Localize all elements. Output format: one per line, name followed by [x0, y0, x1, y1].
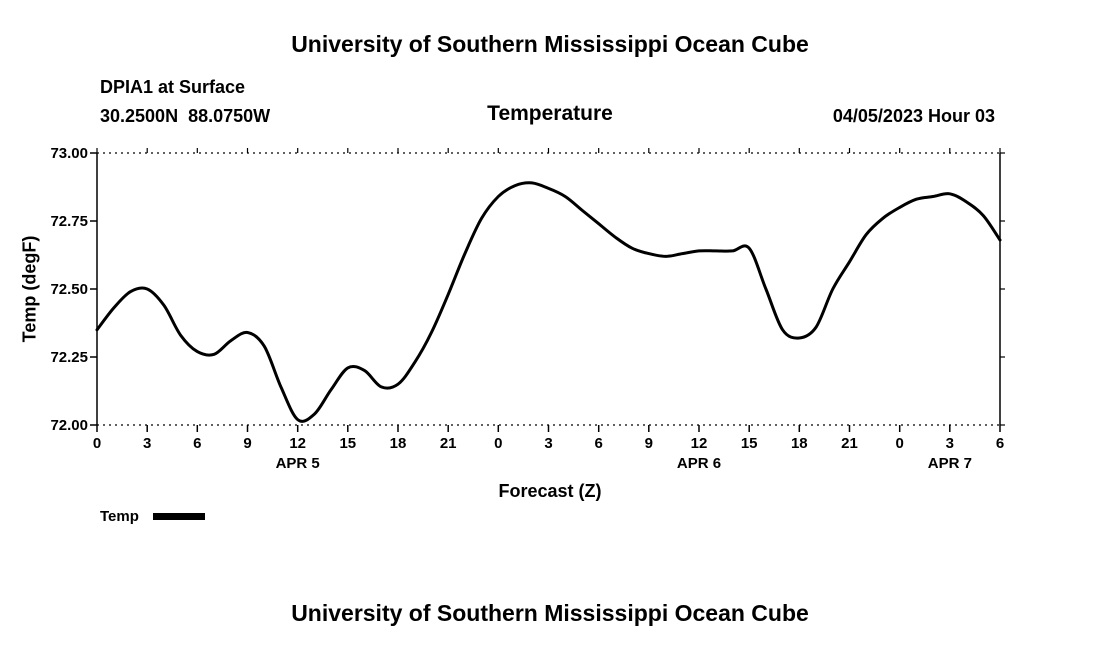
chart-title: Temperature: [487, 102, 613, 125]
x-tick-label: 12: [289, 435, 306, 452]
y-tick-label: 72.75: [50, 213, 88, 230]
x-tick-label: 6: [193, 435, 201, 452]
x-axis-day-label: APR 7: [927, 455, 972, 472]
x-axis-label: Forecast (Z): [498, 481, 602, 501]
legend-label: Temp: [100, 508, 139, 525]
y-tick-label: 72.25: [50, 349, 88, 366]
x-tick-label: 18: [791, 435, 808, 452]
x-tick-label: 18: [390, 435, 407, 452]
x-tick-label: 0: [494, 435, 502, 452]
legend: Temp: [100, 508, 205, 525]
coords-label: 30.2500N 88.0750W: [100, 106, 271, 126]
y-tick-label: 73.00: [50, 145, 88, 162]
station-label: DPIA1 at Surface: [100, 77, 246, 97]
x-tick-label: 6: [996, 435, 1004, 452]
bottom-title: University of Southern Mississippi Ocean…: [291, 600, 809, 626]
x-tick-label: 3: [946, 435, 954, 452]
x-tick-label: 0: [896, 435, 904, 452]
x-tick-label: 21: [440, 435, 457, 452]
y-tick-label: 72.00: [50, 417, 88, 434]
x-tick-label: 15: [339, 435, 356, 452]
legend-line-swatch: [152, 513, 205, 520]
x-tick-label: 3: [544, 435, 552, 452]
x-axis-day-label: APR 5: [275, 455, 320, 472]
top-title: University of Southern Mississippi Ocean…: [291, 31, 809, 57]
x-axis-day-label: APR 6: [676, 455, 722, 472]
temp-line: [95, 181, 1002, 423]
x-tick-label: 15: [741, 435, 758, 452]
y-tick-label: 72.50: [50, 281, 88, 298]
x-tick-label: 21: [841, 435, 858, 452]
x-tick-label: 12: [691, 435, 708, 452]
x-tick-label: 3: [143, 435, 151, 452]
x-tick-label: 0: [93, 435, 101, 452]
x-tick-label: 9: [645, 435, 653, 452]
x-axis-day-labels: APR 5 APR 6 APR 7: [0, 455, 1100, 475]
run-datetime-label: 04/05/2023 Hour 03: [832, 106, 995, 126]
x-tick-label: 6: [595, 435, 603, 452]
x-tick-label: 9: [243, 435, 251, 452]
